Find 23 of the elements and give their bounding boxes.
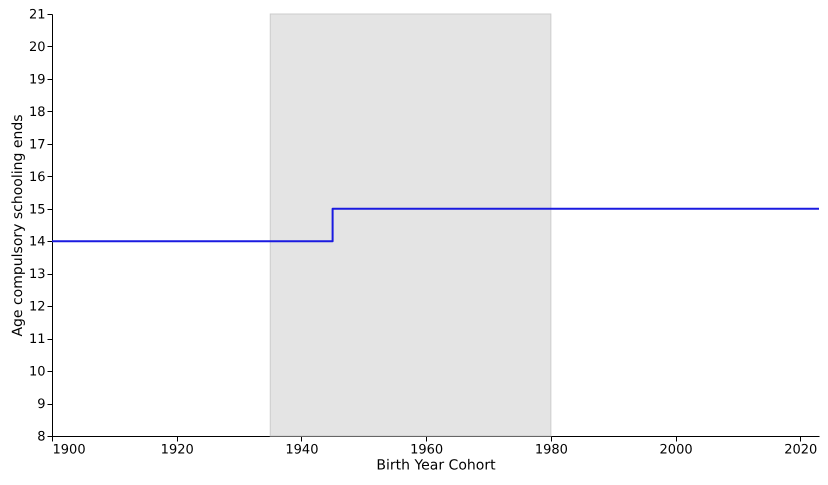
y-tick-label: 15 (28, 202, 46, 218)
x-tick-label: 1960 (410, 442, 444, 458)
y-tick-label: 10 (28, 364, 46, 380)
y-tick-label: 21 (28, 8, 46, 22)
y-tick-label: 16 (28, 170, 46, 185)
y-axis-title: Age compulsory schooling ends (10, 114, 26, 337)
x-tick-label: 1980 (534, 442, 568, 458)
y-tick-label: 12 (28, 300, 46, 315)
x-tick-label: 1900 (52, 442, 86, 458)
y-tick-label: 8 (37, 430, 46, 444)
y-tick-label: 17 (28, 137, 46, 152)
x-tick-label: 1940 (285, 442, 318, 458)
y-tick-label: 19 (28, 72, 46, 88)
y-tick-label: 14 (28, 234, 46, 250)
y-tick-label: 11 (28, 332, 46, 348)
x-tick-label: 2000 (660, 442, 693, 458)
y-tick-label: 18 (28, 104, 46, 120)
y-tick-label: 9 (37, 397, 46, 412)
y-tick-label: 13 (28, 267, 46, 282)
x-tick-label: 2020 (784, 442, 818, 458)
x-tick-label: 1920 (160, 442, 194, 458)
x-axis-title: Birth Year Cohort (376, 458, 496, 474)
y-tick-label: 20 (28, 40, 46, 55)
